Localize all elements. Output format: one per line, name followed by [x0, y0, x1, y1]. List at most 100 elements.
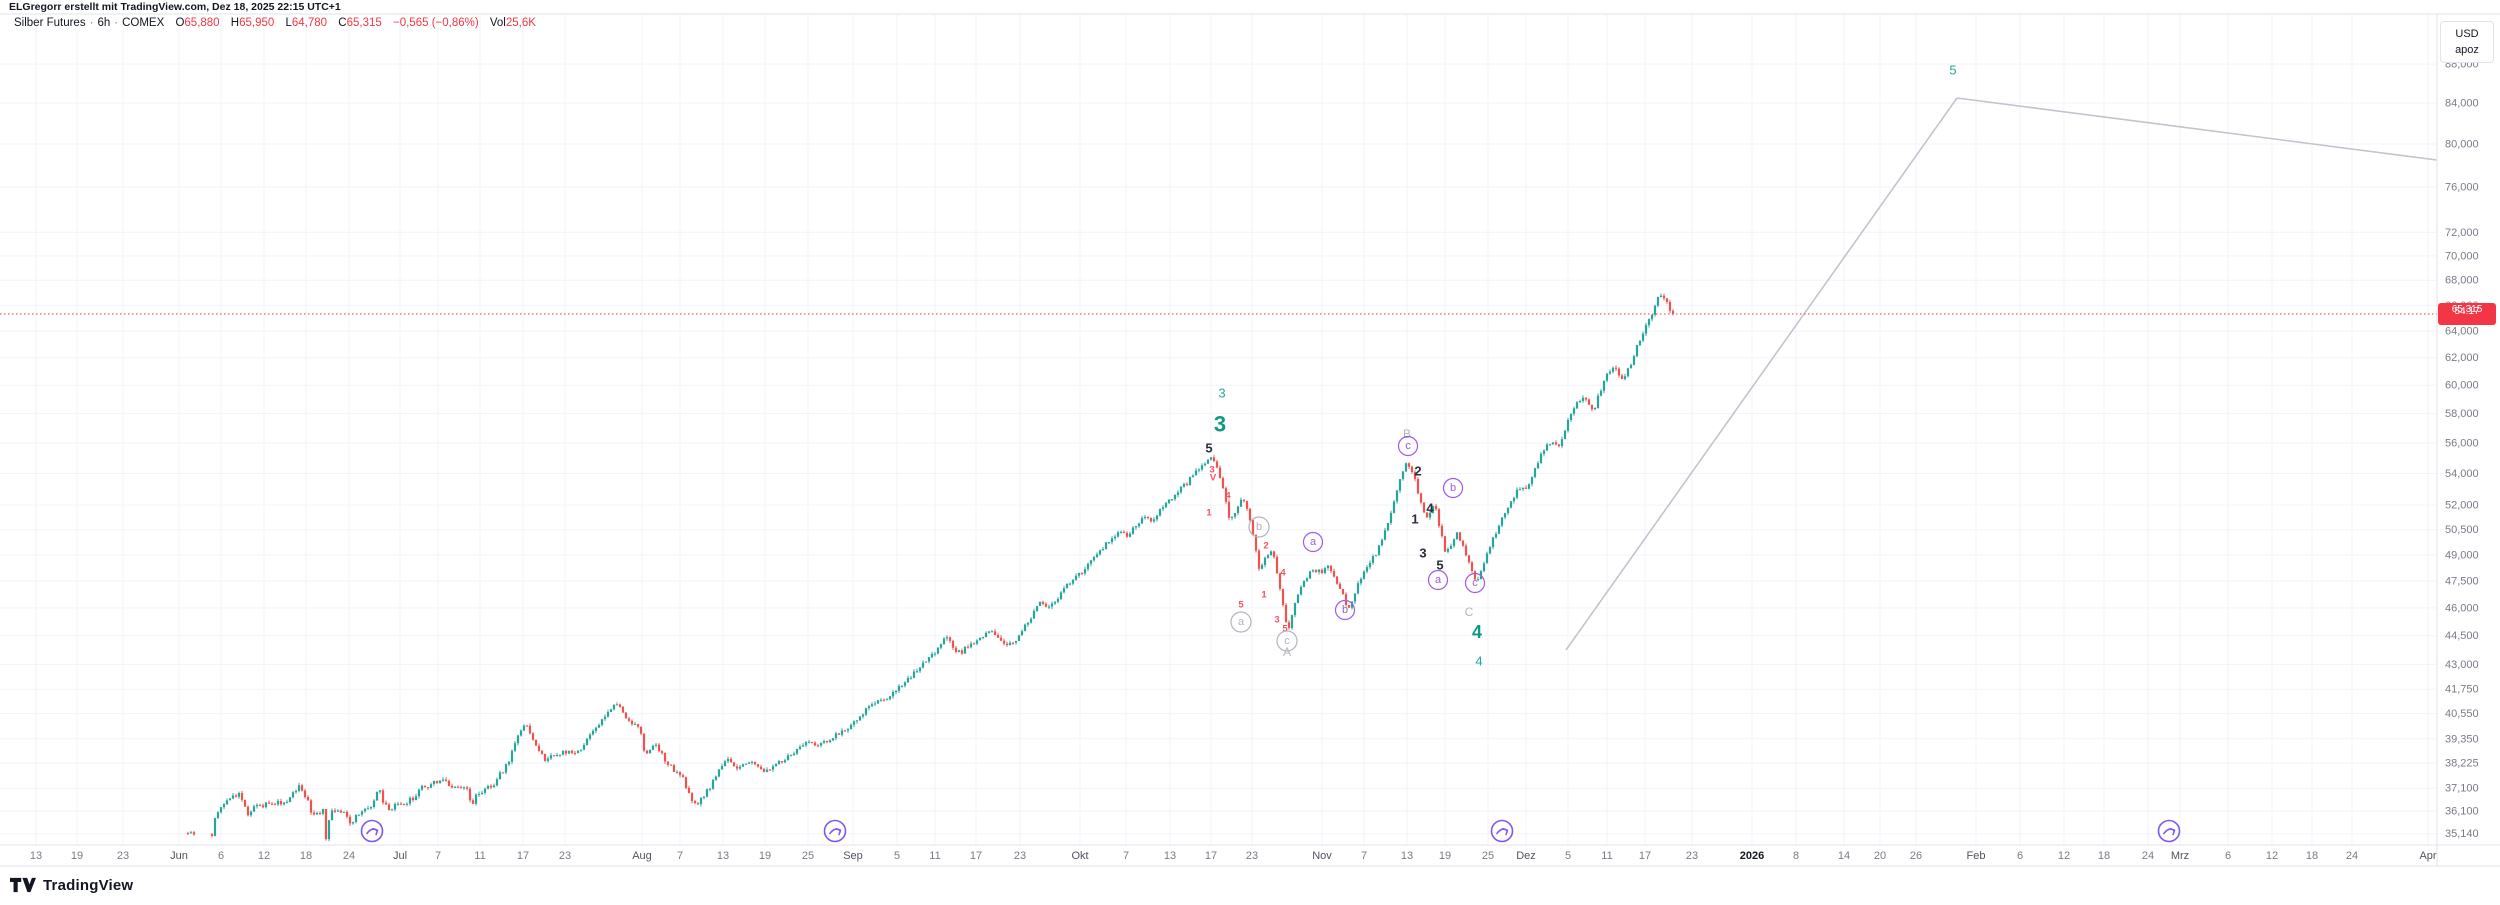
- contract-rollover-icon[interactable]: [360, 819, 384, 843]
- wave-label[interactable]: 3: [1218, 386, 1225, 401]
- wave-label[interactable]: V: [1210, 473, 1217, 484]
- high-value: 65,950: [239, 17, 275, 29]
- time-tick-label: 23: [1246, 850, 1258, 862]
- contract-rollover-icon[interactable]: [1490, 819, 1514, 843]
- wave-label[interactable]: A: [1283, 645, 1291, 659]
- svg-text:2: 2: [1263, 541, 1268, 552]
- wave-label[interactable]: 4: [1280, 568, 1286, 579]
- time-tick-label: 23: [559, 850, 571, 862]
- wave-label[interactable]: 2: [1263, 541, 1268, 552]
- time-tick-label: 6: [218, 850, 224, 862]
- time-tick-label: 24: [2346, 850, 2358, 862]
- svg-text:4: 4: [1280, 568, 1286, 579]
- svg-text:V: V: [1210, 473, 1217, 484]
- open-label: O: [175, 17, 185, 29]
- wave-label[interactable]: 4: [1472, 622, 1482, 642]
- interval-value[interactable]: 6h: [97, 17, 111, 29]
- wave-label[interactable]: a: [1427, 569, 1449, 591]
- trendline-segment[interactable]: [1565, 97, 1958, 651]
- wave-label[interactable]: a: [1230, 611, 1252, 633]
- price-tick-label: 39,350: [2445, 733, 2479, 745]
- svg-text:c: c: [1472, 577, 1478, 589]
- price-unit-toggle[interactable]: USD apoz: [2440, 21, 2494, 63]
- wave-label[interactable]: 5: [1436, 558, 1443, 573]
- wave-label[interactable]: 4: [1475, 654, 1482, 669]
- symbol-title[interactable]: Silber Futures: [14, 17, 86, 29]
- wave-label[interactable]: 5: [1949, 63, 1956, 78]
- time-tick-label: 19: [71, 850, 83, 862]
- wave-label[interactable]: 4: [1426, 501, 1434, 516]
- time-tick-label: 24: [2142, 850, 2154, 862]
- time-tick-label: Sep: [843, 850, 863, 862]
- wave-label[interactable]: c: [1276, 630, 1298, 652]
- wave-label[interactable]: 1: [1206, 508, 1212, 519]
- time-tick-label: 23: [1686, 850, 1698, 862]
- svg-text:5: 5: [1436, 558, 1443, 573]
- time-tick-label: Nov: [1312, 850, 1332, 862]
- time-tick-label: Okt: [1071, 850, 1088, 862]
- brand-name: TradingView: [43, 876, 134, 894]
- symbol-legend[interactable]: Silber Futures · 6h · COMEX O65,880 H65,950 …: [14, 17, 536, 29]
- time-tick-label: 18: [300, 850, 312, 862]
- time-tick-label: 12: [2058, 850, 2070, 862]
- wave-label[interactable]: c: [1397, 435, 1419, 457]
- svg-text:a: a: [1310, 536, 1317, 548]
- price-tick-label: 41,750: [2445, 684, 2479, 696]
- wave-label[interactable]: 1: [1411, 512, 1418, 527]
- price-axis[interactable]: 88,00084,00080,00076,00072,00070,00068,0…: [2445, 59, 2479, 841]
- wave-label[interactable]: b: [1442, 477, 1464, 499]
- rollover-markers: [360, 819, 2181, 843]
- tradingview-branding[interactable]: TradingView: [10, 876, 133, 894]
- price-unit: apoz: [2455, 44, 2479, 56]
- trendline-segment[interactable]: [1956, 97, 2438, 161]
- close-value: 65,315: [346, 17, 382, 29]
- svg-text:4: 4: [1426, 501, 1434, 516]
- wave-label[interactable]: 5: [1282, 624, 1288, 635]
- candlestick-series[interactable]: [186, 293, 1675, 842]
- svg-text:c: c: [1405, 440, 1411, 452]
- time-tick-label: Feb: [1967, 850, 1986, 862]
- wave-label[interactable]: 1: [1261, 590, 1267, 601]
- wave-label[interactable]: 3: [1214, 412, 1226, 437]
- contract-rollover-icon[interactable]: [2157, 819, 2181, 843]
- time-tick-label: 2026: [1740, 850, 1764, 862]
- wave-label[interactable]: 5: [1205, 441, 1212, 456]
- time-tick-label: 6: [2225, 850, 2231, 862]
- time-tick-label: Mrz: [2171, 850, 2189, 862]
- wave-label[interactable]: 5: [1238, 600, 1244, 611]
- time-tick-label: 13: [1164, 850, 1176, 862]
- exchange-name: COMEX: [122, 17, 165, 29]
- wave-label[interactable]: b: [1248, 516, 1270, 538]
- tradingview-logo-icon: [10, 877, 36, 893]
- time-tick-label: 7: [1361, 850, 1367, 862]
- wave-label[interactable]: a: [1302, 531, 1324, 553]
- wave-label[interactable]: 3: [1209, 465, 1214, 476]
- wave-label[interactable]: B: [1403, 427, 1411, 441]
- svg-text:A: A: [1283, 645, 1291, 659]
- wave-label[interactable]: c: [1464, 572, 1486, 594]
- wave-label[interactable]: 3: [1274, 615, 1279, 626]
- svg-text:3: 3: [1209, 465, 1214, 476]
- last-price-value: 65,315: [2452, 304, 2483, 315]
- wave-label[interactable]: b: [1334, 599, 1356, 621]
- close-label: C: [338, 17, 347, 29]
- wave-label[interactable]: C: [1465, 605, 1474, 619]
- svg-text:4: 4: [1475, 654, 1482, 669]
- time-tick-label: Jul: [393, 850, 407, 862]
- time-tick-label: 25: [802, 850, 814, 862]
- projection-trendline[interactable]: [1565, 97, 2438, 651]
- price-tick-label: 84,000: [2445, 98, 2479, 110]
- svg-text:5: 5: [1205, 441, 1212, 456]
- time-tick-label: 18: [2306, 850, 2318, 862]
- wave-label[interactable]: 4: [1225, 491, 1231, 502]
- wave-label[interactable]: 3: [1419, 546, 1426, 561]
- contract-rollover-icon[interactable]: [823, 819, 847, 843]
- time-tick-label: 7: [677, 850, 683, 862]
- time-axis[interactable]: 13 19 23 Jun 6 12 18 24 Jul 7 11 17 23 Aug 7 13 19 25 Sep 5…: [30, 850, 2437, 862]
- grid: [0, 14, 2437, 845]
- wave-label[interactable]: 2: [1414, 464, 1421, 479]
- price-tick-label: 68,000: [2445, 275, 2479, 287]
- svg-text:b: b: [1342, 604, 1348, 616]
